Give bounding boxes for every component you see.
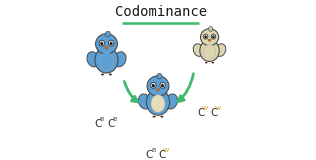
Ellipse shape (216, 44, 226, 56)
Text: C: C (94, 119, 101, 129)
Ellipse shape (101, 74, 104, 75)
Text: B: B (99, 117, 104, 122)
Ellipse shape (108, 40, 114, 46)
Ellipse shape (100, 53, 113, 70)
Ellipse shape (214, 35, 215, 36)
Ellipse shape (212, 35, 215, 38)
Ellipse shape (100, 42, 103, 45)
Text: W: W (202, 106, 208, 111)
Text: W: W (215, 106, 221, 111)
Text: C: C (159, 150, 166, 160)
Ellipse shape (204, 35, 207, 38)
Ellipse shape (95, 34, 117, 54)
Polygon shape (208, 40, 211, 42)
Ellipse shape (209, 27, 213, 31)
Ellipse shape (157, 73, 162, 79)
Ellipse shape (200, 40, 219, 61)
Ellipse shape (205, 62, 208, 64)
Text: C: C (197, 108, 204, 118)
Text: B: B (112, 117, 117, 122)
Ellipse shape (146, 89, 170, 115)
Ellipse shape (114, 52, 126, 67)
Text: C: C (107, 119, 114, 129)
Polygon shape (105, 47, 108, 49)
Ellipse shape (109, 74, 112, 75)
Ellipse shape (161, 116, 163, 118)
Ellipse shape (204, 44, 216, 59)
Ellipse shape (99, 40, 105, 46)
Ellipse shape (154, 84, 155, 85)
Ellipse shape (204, 34, 208, 39)
Ellipse shape (165, 94, 178, 109)
Ellipse shape (160, 82, 165, 88)
Ellipse shape (153, 116, 155, 118)
Text: W: W (163, 148, 169, 153)
Ellipse shape (193, 44, 204, 56)
Ellipse shape (95, 47, 118, 73)
Ellipse shape (147, 76, 169, 96)
Text: C: C (145, 150, 153, 160)
Ellipse shape (211, 62, 214, 64)
Ellipse shape (211, 34, 216, 39)
Ellipse shape (151, 95, 165, 112)
Ellipse shape (138, 94, 151, 109)
Ellipse shape (112, 41, 113, 43)
Ellipse shape (200, 29, 219, 46)
Ellipse shape (161, 84, 164, 87)
Ellipse shape (102, 41, 103, 43)
Text: Codominance: Codominance (115, 5, 207, 19)
Polygon shape (156, 89, 160, 92)
Ellipse shape (87, 52, 99, 67)
Ellipse shape (151, 82, 156, 88)
Ellipse shape (110, 42, 113, 45)
Text: C: C (210, 108, 217, 118)
Ellipse shape (206, 35, 207, 36)
Text: B: B (151, 148, 155, 153)
Ellipse shape (163, 84, 164, 85)
Ellipse shape (152, 84, 155, 87)
Ellipse shape (106, 31, 110, 37)
